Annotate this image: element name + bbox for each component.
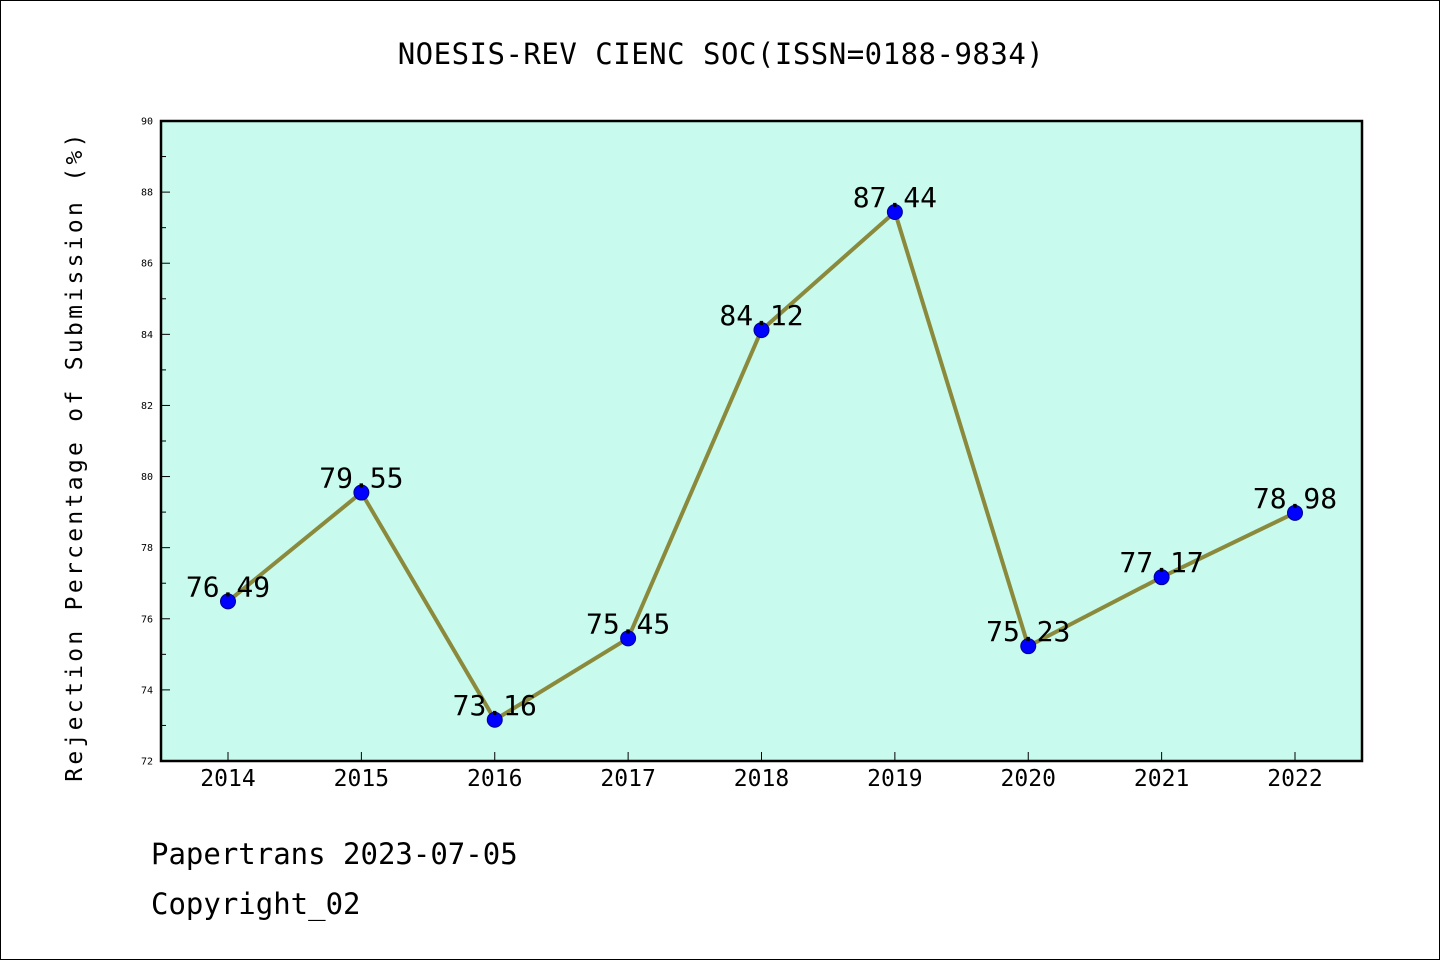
chart-title: NOESIS-REV CIENC SOC(ISSN=0188-9834) <box>397 37 1045 71</box>
data-point <box>620 630 637 647</box>
y-tick-label: 90 <box>141 117 153 128</box>
x-tick-label: 2020 <box>1001 766 1056 792</box>
footer-copyright: Copyright_02 <box>151 887 361 921</box>
data-point <box>1020 638 1037 655</box>
data-label: 75.45 <box>586 607 670 640</box>
y-tick-label: 82 <box>141 401 153 412</box>
y-tick-label: 88 <box>141 188 153 199</box>
y-axis: 72 74 76 78 80 82 84 86 88 90 <box>141 117 170 768</box>
data-labels: 76.49 79.55 73.16 75.45 84.12 87.44 75.23 77.17… <box>186 181 1337 722</box>
x-tick-label: 2019 <box>867 766 922 792</box>
data-point <box>753 322 770 339</box>
data-markers <box>220 204 1303 728</box>
data-label: 73.16 <box>453 689 537 722</box>
data-label: 78.98 <box>1253 482 1337 515</box>
plot-area <box>161 121 1362 761</box>
y-tick-label: 76 <box>141 614 153 625</box>
data-point <box>1153 569 1170 586</box>
y-tick-label: 86 <box>141 259 153 270</box>
y-tick-label: 80 <box>141 472 153 483</box>
data-point <box>486 711 503 728</box>
x-tick-label: 2015 <box>334 766 389 792</box>
x-tick-label: 2018 <box>734 766 789 792</box>
y-tick-label: 74 <box>141 685 153 696</box>
y-tick-label: 72 <box>141 757 153 768</box>
y-tick-label: 84 <box>141 330 153 341</box>
x-tick-label: 2022 <box>1267 766 1322 792</box>
x-axis: 2014 2015 2016 2017 2018 2019 2020 2021 2022 <box>200 752 1323 792</box>
x-tick-label: 2016 <box>467 766 522 792</box>
data-label: 84.12 <box>719 299 803 332</box>
data-label: 75.23 <box>986 615 1070 648</box>
data-label: 77.17 <box>1119 546 1203 579</box>
x-tick-label: 2017 <box>600 766 655 792</box>
x-tick-label: 2014 <box>200 766 255 792</box>
data-point <box>1287 504 1303 521</box>
data-point <box>886 204 903 221</box>
data-point <box>353 484 370 501</box>
data-label: 87.44 <box>853 181 937 214</box>
y-tick-label: 78 <box>141 543 153 554</box>
data-label: 79.55 <box>319 462 403 495</box>
x-tick-label: 2021 <box>1134 766 1189 792</box>
plot-frame <box>159 119 1364 763</box>
data-label: 76.49 <box>186 570 270 603</box>
data-point <box>220 593 236 610</box>
footer-date: Papertrans 2023-07-05 <box>151 837 518 871</box>
